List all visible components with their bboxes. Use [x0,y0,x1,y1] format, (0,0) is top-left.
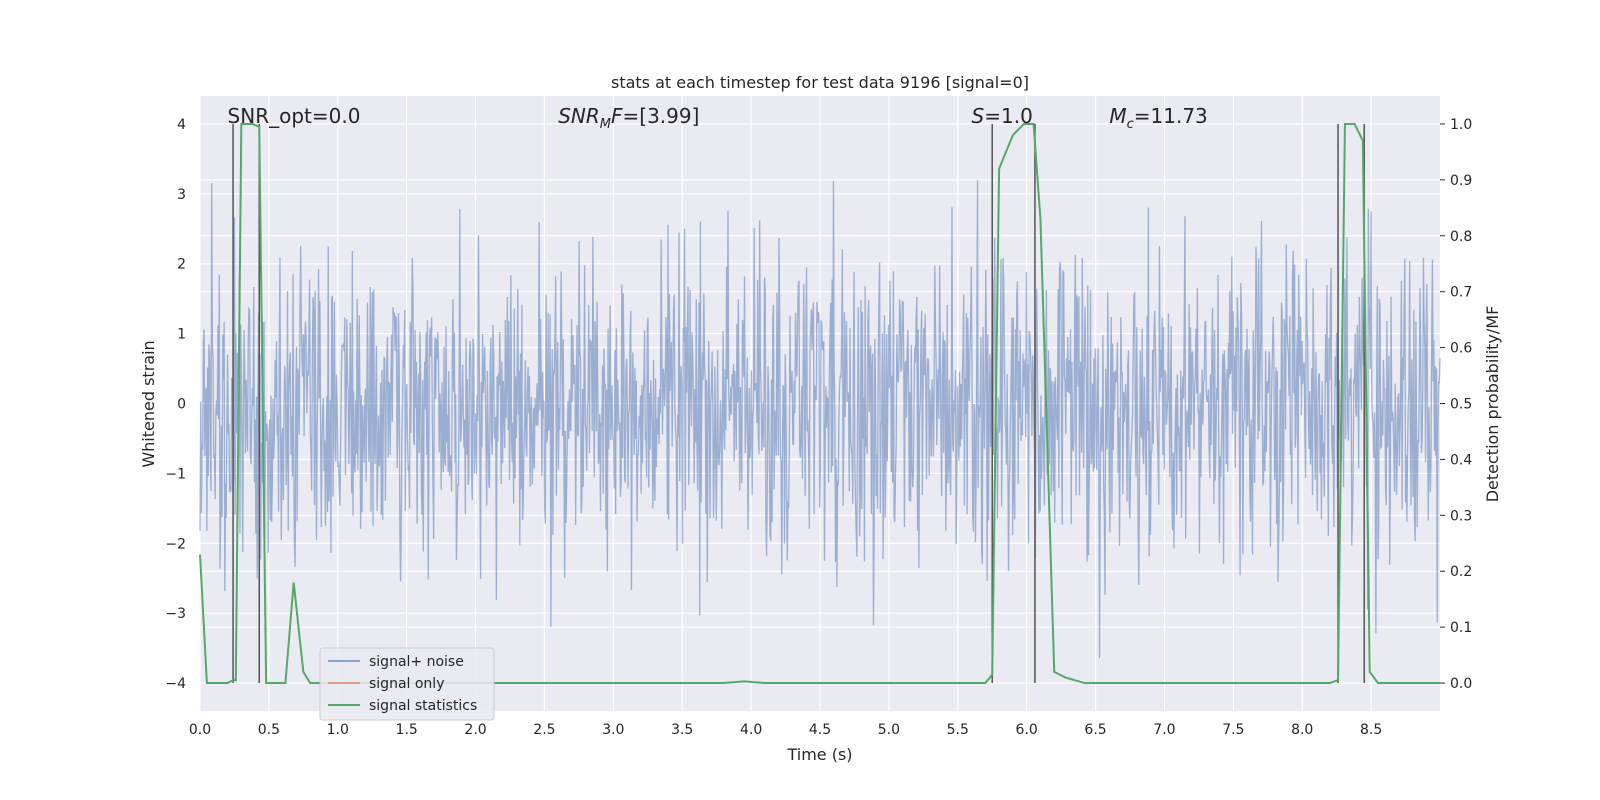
x-axis-ticks: 0.0 0.5 1.0 1.5 2.0 2.5 3.0 3.5 4.0 4.5 5.0 5.5 6.0 6… [189,722,1382,738]
x-tick-label: 4.0 [740,722,762,738]
y2-tick-label: 0.8 [1450,229,1472,245]
annotation: Mc=11.73 [1109,104,1207,132]
annotation: SNR_opt=0.0 [228,104,361,128]
x-tick-label: 3.5 [671,722,693,738]
y2-tick-label: 0.3 [1450,508,1472,524]
x-tick-label: 5.0 [878,722,900,738]
x-tick-label: 8.5 [1360,722,1382,738]
y2-tick-label: 1.0 [1450,117,1472,133]
y2-tick-label: 0.0 [1450,676,1472,692]
y-tick-label: 1 [177,327,186,343]
y-tick-label: 0 [177,397,186,413]
legend-label-signal-statistics: signal statistics [369,698,477,714]
x-tick-label: 4.5 [809,722,831,738]
noise-series [199,180,1441,659]
x-tick-label: 2.5 [533,722,555,738]
vertical-markers [232,123,1365,684]
x-tick-label: 1.5 [396,722,418,738]
x-axis-label: Time (s) [786,745,852,764]
y2-tick-label: 0.2 [1450,564,1472,580]
annotation: SNRMF=[3.99] [558,104,699,132]
y-tick-label: −2 [165,536,186,552]
x-tick-label: 7.5 [1222,722,1244,738]
x-tick-label: 0.5 [258,722,280,738]
legend: signal+ noise signal only signal statist… [319,647,495,721]
y2-tick-label: 0.9 [1450,173,1472,189]
y2-tick-label: 0.7 [1450,285,1472,301]
x-tick-label: 7.0 [1153,722,1175,738]
y-axis-label: Whitened strain [139,340,158,467]
y2-tick-label: 0.1 [1450,620,1472,636]
y2-tick-label: 0.4 [1450,452,1472,468]
x-tick-label: 6.5 [1084,722,1106,738]
y2-axis-ticks: 1.0 0.9 0.8 0.7 0.6 0.5 0.4 0.3 0.2 0.1 0.0 [1440,117,1472,692]
legend-label-signal-noise: signal+ noise [369,654,464,670]
x-tick-label: 2.0 [464,722,486,738]
y-tick-label: −1 [165,466,186,482]
y-tick-label: 3 [177,187,186,203]
y2-tick-label: 0.5 [1450,397,1472,413]
x-tick-label: 5.5 [947,722,969,738]
x-tick-label: 8.0 [1291,722,1313,738]
y-tick-label: 4 [177,117,186,133]
x-tick-label: 6.0 [1016,722,1038,738]
annotations: SNR_opt=0.0 SNRMF=[3.99] S=1.0 Mc=11.73 [228,104,1208,132]
y-tick-label: 2 [177,257,186,273]
y-axis-ticks: 4 3 2 1 0 −1 −2 −3 −4 [165,117,186,692]
y2-axis-label: Detection probability/MF [1483,306,1502,503]
y-tick-label: −3 [165,606,186,622]
statistics-series [199,122,1440,685]
y-tick-label: −4 [165,676,186,692]
x-tick-label: 3.0 [602,722,624,738]
series-signal-noise [199,180,1441,659]
series-signal-statistics [199,122,1440,685]
x-tick-label: 1.0 [327,722,349,738]
y2-tick-label: 0.6 [1450,341,1472,357]
legend-label-signal-only: signal only [369,676,444,692]
x-tick-label: 0.0 [189,722,211,738]
legend-box [319,647,495,721]
chart-title: stats at each timestep for test data 919… [611,73,1029,92]
annotation: S=1.0 [972,104,1033,128]
